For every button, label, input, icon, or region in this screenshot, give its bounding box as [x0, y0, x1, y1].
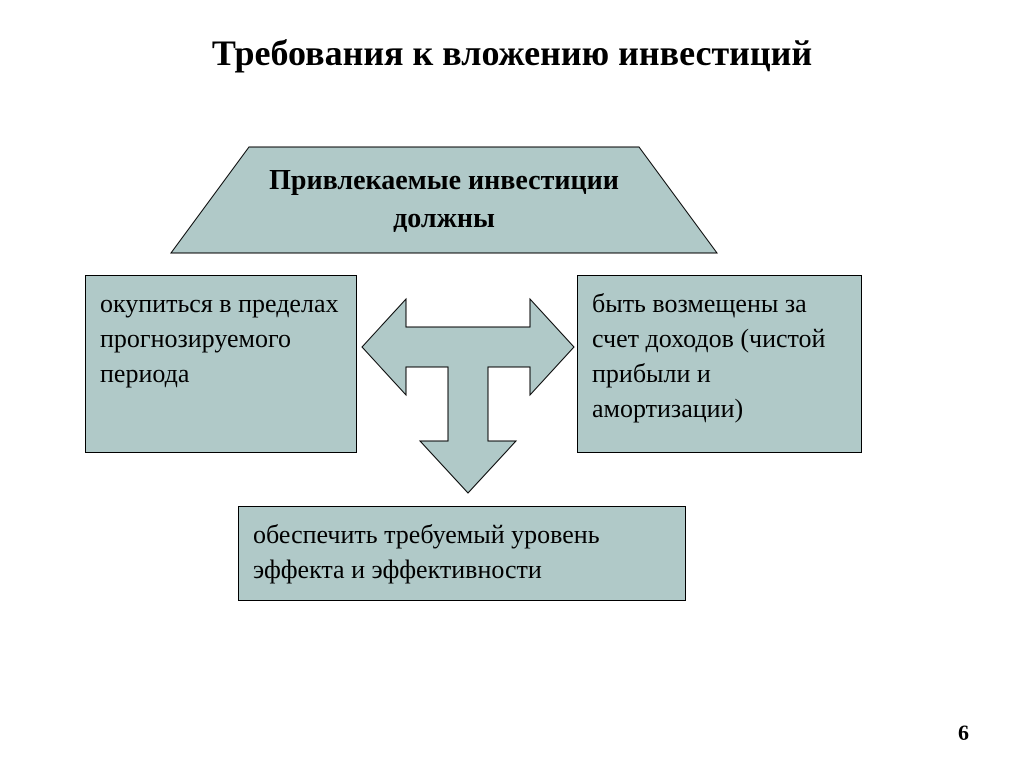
page-title: Требования к вложению инвестиций: [0, 32, 1024, 74]
title-text: Требования к вложению инвестиций: [212, 33, 812, 73]
box-bottom: обеспечить требуемый уровень эффекта и э…: [238, 506, 686, 601]
box-right: быть возмещены за счет доходов (чистой п…: [577, 275, 862, 453]
trapezoid-line1: Привлекаемые инвестиции: [269, 165, 619, 196]
box-right-text: быть возмещены за счет доходов (чистой п…: [592, 289, 825, 423]
page-number-text: 6: [958, 720, 969, 745]
box-left: окупиться в пределах прогнозируемого пер…: [85, 275, 357, 453]
box-left-text: окупиться в пределах прогнозируемого пер…: [100, 289, 338, 388]
trapezoid-text: Привлекаемые инвестиции должны: [170, 162, 718, 238]
trapezoid-header: Привлекаемые инвестиции должны: [170, 146, 718, 259]
arrow-shape-icon: [360, 275, 576, 495]
trapezoid-line2: должны: [393, 203, 495, 234]
page-number: 6: [958, 720, 969, 746]
three-way-arrow: [360, 275, 576, 500]
box-bottom-text: обеспечить требуемый уровень эффекта и э…: [253, 520, 600, 584]
